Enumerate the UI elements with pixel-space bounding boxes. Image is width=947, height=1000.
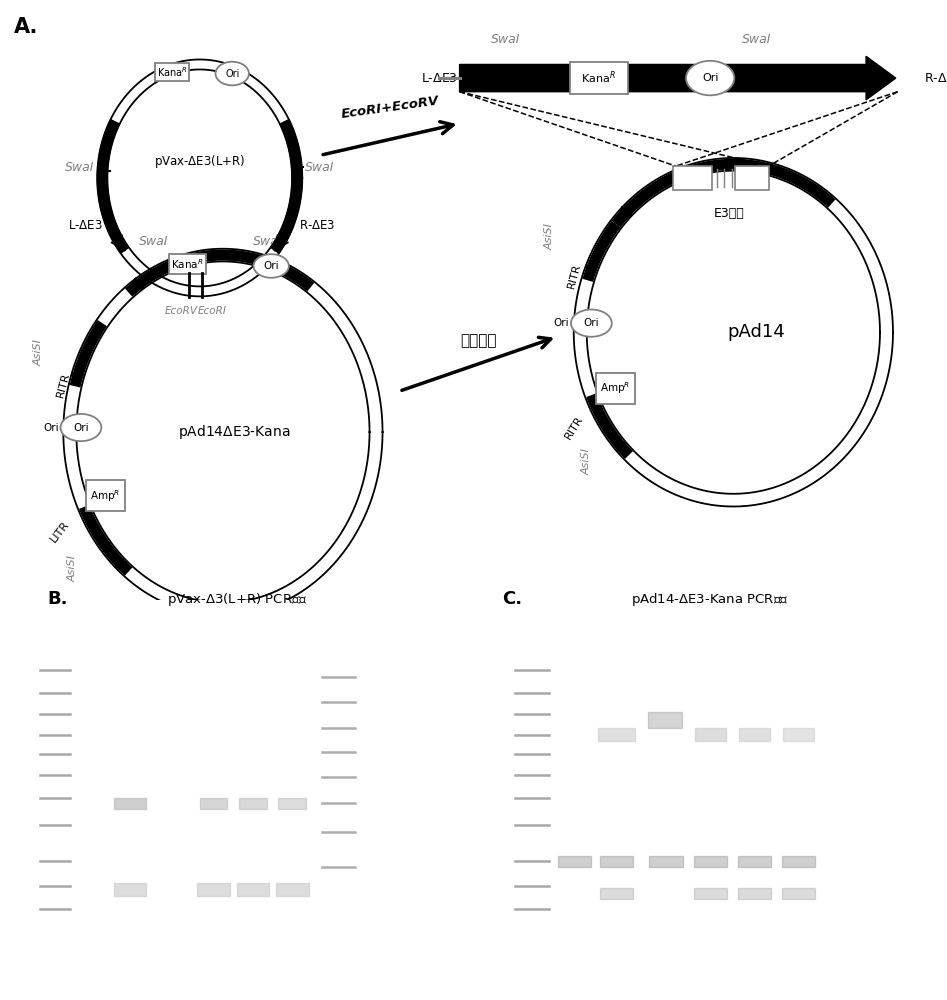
FancyBboxPatch shape bbox=[673, 166, 712, 190]
Text: EcoRI+EcoRV: EcoRI+EcoRV bbox=[340, 94, 439, 121]
Text: Amp$^R$: Amp$^R$ bbox=[90, 488, 120, 504]
Text: AsiSI: AsiSI bbox=[34, 339, 44, 366]
FancyBboxPatch shape bbox=[735, 166, 769, 190]
FancyBboxPatch shape bbox=[85, 480, 125, 511]
Text: Ori: Ori bbox=[225, 69, 240, 79]
Text: B.: B. bbox=[47, 590, 68, 608]
Text: 1#: 1# bbox=[566, 628, 583, 638]
Ellipse shape bbox=[686, 61, 734, 95]
Text: 2#: 2# bbox=[122, 628, 138, 638]
Text: SwaI: SwaI bbox=[65, 161, 95, 174]
FancyBboxPatch shape bbox=[155, 63, 188, 81]
Text: SwaI: SwaI bbox=[138, 235, 168, 248]
Ellipse shape bbox=[61, 414, 101, 441]
Text: E3基因: E3基因 bbox=[713, 207, 744, 220]
Text: AsiSI: AsiSI bbox=[545, 223, 554, 250]
Text: EcoRI: EcoRI bbox=[197, 306, 226, 316]
Text: 同源重組: 同源重組 bbox=[460, 333, 496, 348]
Text: M2: M2 bbox=[47, 628, 64, 638]
Text: 6#: 6# bbox=[284, 628, 300, 638]
Ellipse shape bbox=[254, 254, 289, 278]
Text: R-$\Delta$E3: R-$\Delta$E3 bbox=[299, 219, 336, 232]
FancyArrow shape bbox=[459, 56, 896, 100]
Text: pAd14-$\Delta$E3-Kana PCR鑒定: pAd14-$\Delta$E3-Kana PCR鑒定 bbox=[632, 591, 789, 608]
Text: 3#: 3# bbox=[166, 628, 183, 638]
FancyBboxPatch shape bbox=[170, 254, 206, 274]
Text: Ori: Ori bbox=[263, 261, 279, 271]
Ellipse shape bbox=[216, 62, 249, 85]
Text: M2: M2 bbox=[525, 628, 542, 638]
Text: AsiSI: AsiSI bbox=[67, 555, 78, 582]
Text: Kana$^R$: Kana$^R$ bbox=[171, 257, 204, 271]
Text: 4#: 4# bbox=[702, 628, 719, 638]
Text: Kana$^R$: Kana$^R$ bbox=[581, 70, 616, 86]
FancyBboxPatch shape bbox=[570, 62, 628, 94]
Text: 6#: 6# bbox=[791, 628, 807, 638]
Text: SwaI: SwaI bbox=[491, 33, 521, 46]
Text: 1#: 1# bbox=[85, 628, 101, 638]
Text: L-$\Delta$E3: L-$\Delta$E3 bbox=[420, 72, 457, 85]
Text: M1: M1 bbox=[331, 628, 347, 638]
Text: A.: A. bbox=[14, 17, 39, 37]
Text: LITR: LITR bbox=[49, 519, 72, 544]
Text: Amp$^R$: Amp$^R$ bbox=[600, 381, 631, 396]
FancyBboxPatch shape bbox=[596, 373, 635, 404]
Text: 3#: 3# bbox=[658, 628, 674, 638]
Text: pVax-$\Delta$3(L+R) PCR鑒定: pVax-$\Delta$3(L+R) PCR鑒定 bbox=[167, 591, 307, 608]
Text: Ori: Ori bbox=[43, 423, 59, 433]
Text: pAd14$\Delta$E3-Kana: pAd14$\Delta$E3-Kana bbox=[178, 423, 291, 441]
Text: EcoRV: EcoRV bbox=[165, 306, 198, 316]
Text: RITR: RITR bbox=[55, 371, 72, 398]
Text: SwaI: SwaI bbox=[305, 161, 334, 174]
Text: 5#: 5# bbox=[746, 628, 762, 638]
Ellipse shape bbox=[571, 310, 612, 337]
Text: Ori: Ori bbox=[702, 73, 719, 83]
Text: pVax-$\Delta$E3(L+R): pVax-$\Delta$E3(L+R) bbox=[154, 153, 245, 170]
Text: RITR: RITR bbox=[563, 414, 585, 441]
Text: 5#: 5# bbox=[244, 628, 261, 638]
Text: Ori: Ori bbox=[73, 423, 89, 433]
Text: R-$\Delta$E3: R-$\Delta$E3 bbox=[923, 72, 947, 85]
Text: C.: C. bbox=[502, 590, 522, 608]
Text: 4#: 4# bbox=[205, 628, 222, 638]
Text: Kana$^R$: Kana$^R$ bbox=[156, 65, 188, 79]
Text: SwaI: SwaI bbox=[253, 235, 282, 248]
Text: SwaI: SwaI bbox=[742, 33, 771, 46]
Text: 2#: 2# bbox=[608, 628, 625, 638]
Text: pAd14: pAd14 bbox=[727, 323, 785, 341]
Text: L-$\Delta$E3: L-$\Delta$E3 bbox=[68, 219, 103, 232]
Text: Ori: Ori bbox=[583, 318, 599, 328]
Text: AsiSI: AsiSI bbox=[581, 448, 591, 475]
Text: RITR: RITR bbox=[565, 262, 582, 290]
Text: Ori: Ori bbox=[553, 318, 569, 328]
